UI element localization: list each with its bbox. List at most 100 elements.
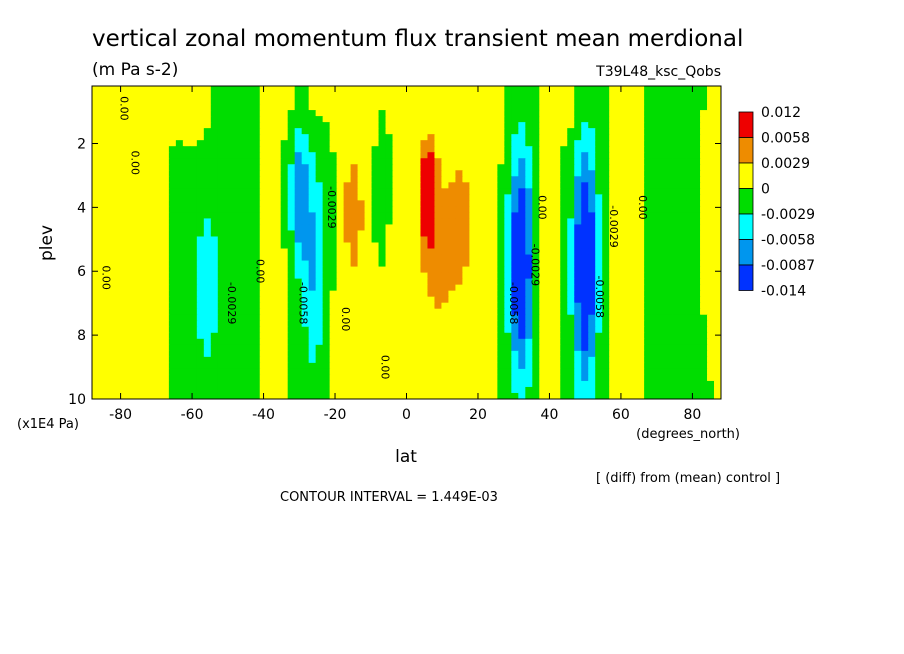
field-cell	[616, 146, 624, 153]
field-cell	[92, 368, 100, 376]
field-cell	[679, 266, 687, 274]
field-cell	[357, 146, 366, 153]
field-cell	[518, 374, 526, 382]
field-cell	[546, 296, 554, 304]
field-cell	[287, 380, 296, 388]
field-cell	[266, 392, 275, 399]
field-cell	[231, 236, 240, 244]
field-cell	[378, 206, 387, 213]
field-cell	[336, 170, 345, 177]
field-cell	[532, 380, 540, 388]
field-cell	[581, 332, 589, 340]
field-cell	[679, 254, 687, 262]
field-cell	[672, 170, 680, 177]
field-cell	[336, 350, 345, 358]
field-cell	[154, 230, 163, 238]
field-cell	[392, 248, 401, 256]
field-cell	[427, 140, 436, 147]
field-cell	[413, 170, 422, 177]
field-cell	[385, 170, 394, 177]
field-cell	[357, 98, 366, 105]
field-cell	[448, 86, 457, 93]
field-cell	[147, 350, 156, 358]
field-cell	[280, 362, 289, 370]
field-cell	[294, 224, 303, 232]
field-cell	[574, 146, 582, 153]
field-cell	[532, 344, 540, 352]
field-cell	[308, 392, 317, 399]
field-cell	[588, 326, 596, 334]
field-cell	[455, 392, 464, 399]
field-cell	[448, 128, 457, 135]
field-cell	[602, 296, 610, 304]
field-cell	[378, 266, 387, 274]
field-cell	[413, 134, 422, 141]
field-cell	[119, 122, 128, 129]
field-cell	[336, 338, 345, 346]
field-cell	[700, 326, 708, 334]
field-cell	[665, 212, 673, 220]
field-cell	[497, 152, 505, 159]
field-cell	[399, 206, 408, 213]
field-cell	[693, 308, 701, 316]
field-cell	[665, 344, 673, 352]
field-cell	[126, 86, 135, 93]
field-cell	[616, 290, 624, 298]
field-cell	[616, 386, 624, 394]
field-cell	[651, 374, 659, 382]
field-cell	[189, 278, 198, 286]
field-cell	[231, 296, 240, 304]
field-cell	[126, 374, 135, 382]
field-cell	[581, 170, 589, 177]
field-cell	[567, 338, 575, 346]
field-cell	[280, 182, 289, 189]
field-cell	[329, 110, 338, 117]
field-cell	[532, 176, 540, 183]
field-cell	[168, 182, 177, 189]
field-cell	[196, 272, 205, 280]
field-cell	[588, 338, 596, 346]
field-cell	[630, 146, 638, 153]
field-cell	[686, 326, 694, 334]
field-cell	[273, 242, 282, 250]
field-cell	[350, 380, 359, 388]
field-cell	[273, 224, 282, 232]
field-cell	[203, 98, 212, 105]
field-cell	[623, 188, 631, 195]
field-cell	[315, 356, 324, 364]
field-cell	[469, 386, 477, 394]
field-cell	[161, 98, 170, 105]
x-tick-label: 60	[612, 407, 630, 423]
field-cell	[161, 86, 170, 93]
field-cell	[441, 98, 450, 105]
field-cell	[609, 86, 617, 93]
field-cell	[385, 176, 394, 183]
field-cell	[700, 386, 708, 394]
field-cell	[357, 374, 366, 382]
field-cell	[707, 260, 715, 268]
field-cell	[469, 368, 477, 376]
field-cell	[210, 302, 219, 310]
field-cell	[343, 218, 352, 226]
field-cell	[371, 356, 380, 364]
field-cell	[469, 152, 477, 159]
field-cell	[441, 236, 450, 244]
field-cell	[168, 290, 177, 298]
field-cell	[322, 326, 331, 334]
field-cell	[560, 236, 568, 244]
field-cell	[217, 230, 226, 238]
chart-units: (m Pa s-2)	[92, 60, 178, 80]
field-cell	[560, 248, 568, 256]
field-cell	[280, 356, 289, 364]
field-cell	[504, 230, 512, 238]
field-cell	[693, 314, 701, 322]
field-cell	[609, 266, 617, 274]
field-cell	[378, 296, 387, 304]
x-tick-label: -20	[324, 407, 347, 423]
field-cell	[378, 164, 387, 171]
field-cell	[504, 98, 512, 105]
legend-swatch	[738, 264, 754, 291]
field-cell	[665, 110, 673, 117]
field-cell	[210, 314, 219, 322]
field-cell	[357, 368, 366, 376]
